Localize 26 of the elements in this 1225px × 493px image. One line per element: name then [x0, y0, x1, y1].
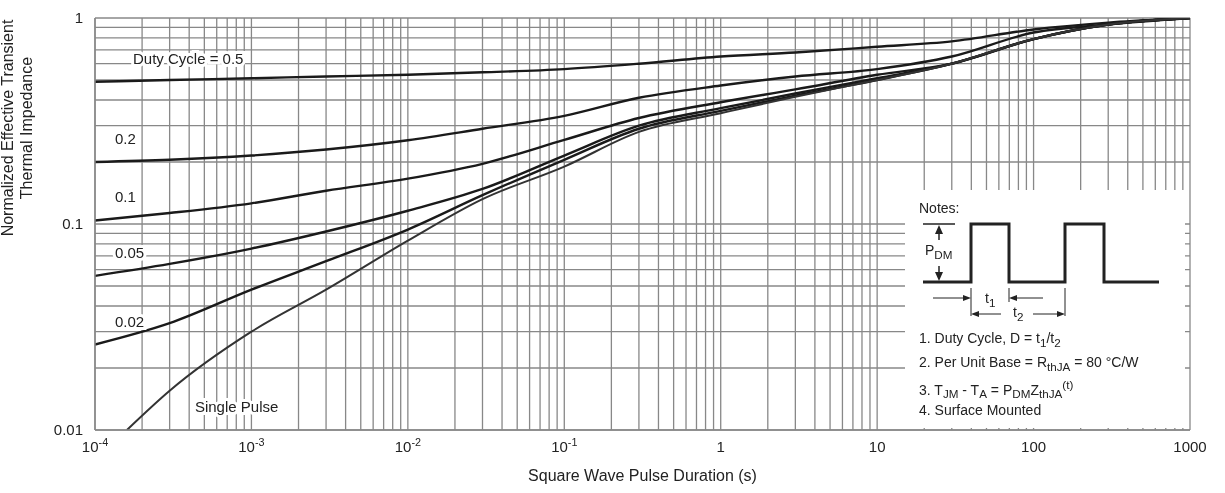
x-tick-label: 10$^{-2}$ — [394, 436, 422, 455]
x-axis-title: Square Wave Pulse Duration (s) — [528, 467, 757, 484]
series-label: Duty Cycle = 0.5 — [133, 49, 244, 67]
annotation: P$_{DM}$ — [925, 242, 953, 261]
y-axis-title: Normalized Effective Transient Thermal Impedance — [0, 18, 36, 239]
y-tick-label: 0.01 — [53, 421, 83, 438]
x-tick-label: 10$^{-4}$ — [81, 436, 109, 455]
annotation: t$_{2}$ — [1013, 304, 1024, 323]
x-tick-label: 10 — [868, 438, 886, 455]
annotation: Notes: — [919, 200, 960, 216]
x-tick-label: 1000 — [1173, 438, 1207, 455]
x-tick-label: 10$^{-1}$ — [551, 436, 578, 455]
series-label: Single Pulse — [194, 398, 279, 415]
annotation: t$_{1}$ — [985, 290, 996, 309]
annotation: 4. Surface Mounted — [919, 402, 1042, 418]
y-tick-label: 0.1 — [62, 215, 83, 232]
annotation: 1. Duty Cycle, D = t$_{1}$/t$_{2}$ — [919, 330, 1061, 349]
x-tick-label: 100 — [1021, 438, 1047, 455]
x-tick-label: 10$^{-3}$ — [238, 436, 265, 455]
series-label: 0.02 — [115, 312, 145, 330]
series-label: 0.1 — [115, 188, 136, 206]
y-tick-label: 1 — [74, 9, 83, 26]
series-label: 0.2 — [115, 129, 136, 147]
annotation: 2. Per Unit Base = R$_{thJA}$ = 80 °C/W — [919, 354, 1139, 373]
x-tick-label: 1 — [716, 438, 725, 455]
series-label: 0.05 — [115, 243, 145, 261]
